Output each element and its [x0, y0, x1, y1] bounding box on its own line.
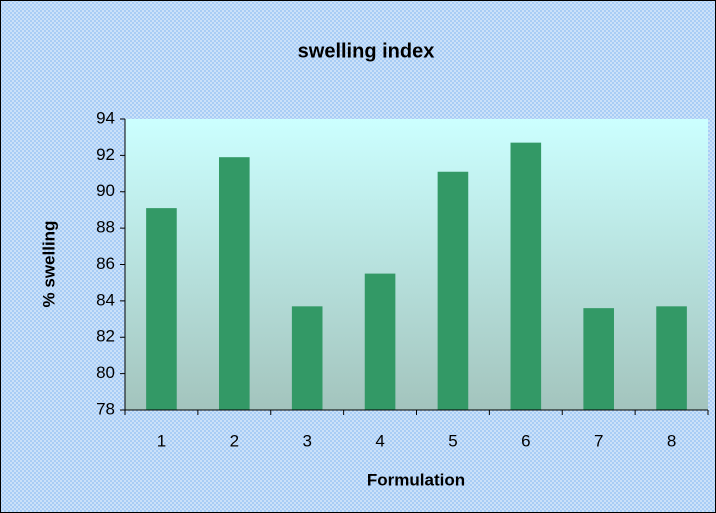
- bar: [146, 208, 177, 410]
- x-tick-label: 1: [157, 431, 166, 450]
- bar: [437, 171, 469, 410]
- x-tick-label: 6: [521, 431, 530, 450]
- y-tick-label: 88: [96, 218, 115, 237]
- plot-area: [125, 119, 708, 410]
- x-tick-label: 4: [375, 431, 384, 450]
- x-tick-label: 8: [667, 431, 676, 450]
- y-tick-label: 80: [96, 363, 115, 382]
- x-tick-label: 7: [594, 431, 603, 450]
- x-tick-label: 2: [230, 431, 239, 450]
- bar: [219, 157, 250, 410]
- y-tick-label: 86: [96, 254, 115, 273]
- y-tick-label: 78: [96, 399, 115, 418]
- bar: [656, 306, 687, 410]
- x-tick-label: 3: [302, 431, 311, 450]
- x-axis-title: Formulation: [367, 470, 465, 489]
- bar: [583, 308, 614, 410]
- y-tick-label: 92: [96, 145, 115, 164]
- x-tick-label: 5: [448, 431, 457, 450]
- bar: [291, 306, 323, 410]
- chart-title: swelling index: [298, 40, 435, 62]
- y-tick-label: 94: [96, 108, 115, 127]
- bar: [364, 273, 396, 410]
- bar: [510, 142, 542, 411]
- y-axis-title: % swelling: [39, 221, 58, 308]
- y-tick-label: 84: [96, 290, 115, 309]
- y-tick-label: 82: [96, 327, 115, 346]
- y-tick-label: 90: [96, 181, 115, 200]
